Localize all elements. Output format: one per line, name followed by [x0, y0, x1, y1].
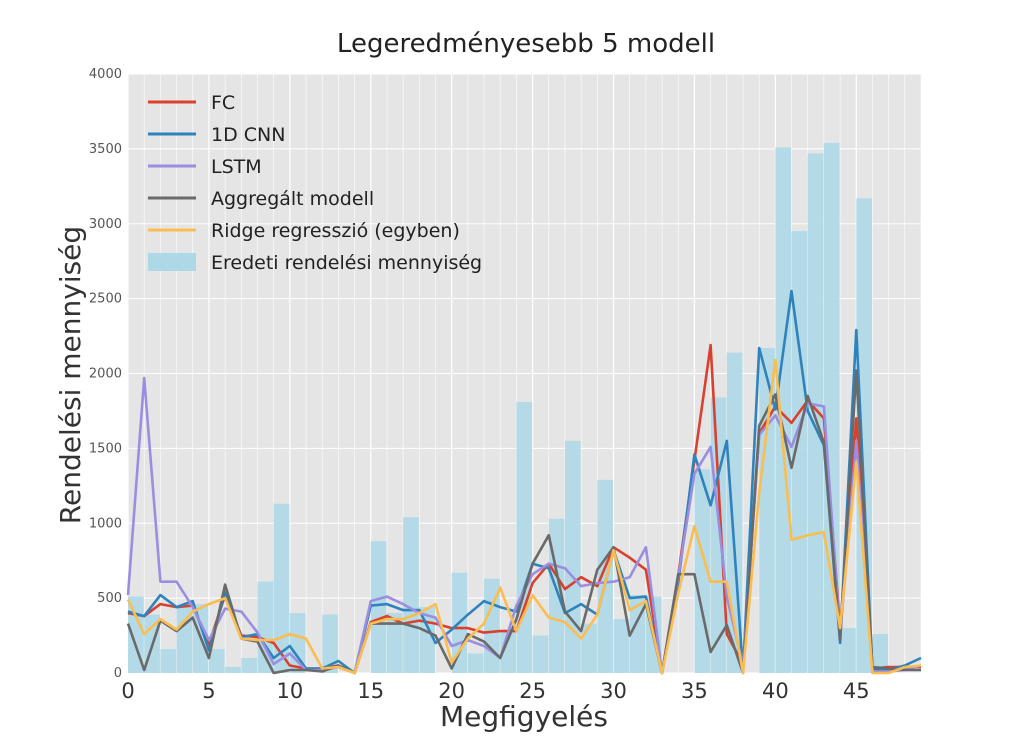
bar — [467, 653, 484, 673]
y-tick-label: 3500 — [89, 142, 122, 157]
y-tick-label: 0 — [114, 666, 122, 681]
bar — [208, 649, 225, 673]
legend: FC 1D CNN LSTM Aggregált modell Ridge regres… — [148, 92, 482, 274]
y-tick-label: 4000 — [89, 67, 122, 82]
x-axis-label: Megfigyelés — [440, 700, 608, 733]
bar — [273, 503, 290, 673]
x-tick-label: 40 — [762, 679, 789, 703]
y-tick-labels: 0 500 1000 1500 2000 2500 3000 3500 4000 — [89, 67, 122, 681]
bar — [386, 613, 403, 673]
series-line — [126, 369, 921, 675]
y-tick-label: 1000 — [89, 516, 122, 531]
bar-series — [128, 142, 889, 674]
x-tick-label: 20 — [438, 679, 465, 703]
y-tick-label: 3000 — [89, 217, 122, 232]
bar — [694, 469, 711, 673]
y-axis-label: Rendelési mennyiség — [54, 226, 87, 524]
bar — [791, 231, 808, 674]
x-tick-label: 15 — [357, 679, 384, 703]
bar — [823, 142, 840, 673]
bar — [581, 623, 597, 673]
legend-label: Eredeti rendelési mennyiség — [211, 252, 482, 274]
bar — [370, 541, 387, 673]
y-tick-label: 2500 — [89, 292, 122, 307]
line-series — [126, 289, 922, 675]
x-tick-label: 0 — [121, 679, 134, 703]
x-tick-label: 45 — [843, 679, 870, 703]
legend-label: Aggregált modell — [211, 188, 374, 210]
bar — [613, 619, 630, 673]
x-tick-label: 35 — [681, 679, 708, 703]
bar — [225, 667, 241, 673]
y-tick-label: 2000 — [89, 367, 122, 382]
bar — [710, 397, 727, 673]
legend-label: FC — [211, 92, 235, 114]
bar — [775, 147, 792, 673]
x-tick-label: 10 — [276, 679, 303, 703]
bar — [516, 401, 533, 673]
y-tick-label: 1500 — [89, 441, 122, 456]
bar — [807, 153, 824, 673]
bar — [872, 634, 889, 673]
series-line — [126, 358, 922, 675]
legend-label: LSTM — [211, 156, 262, 178]
bar — [597, 479, 614, 673]
bar — [532, 635, 549, 673]
legend-label: 1D CNN — [211, 124, 285, 146]
chart-title: Legeredményesebb 5 modell — [337, 29, 715, 59]
x-tick-labels: 0 5 10 15 20 25 30 35 40 45 — [121, 679, 869, 703]
bar — [564, 440, 581, 673]
y-tick-label: 500 — [97, 591, 122, 606]
x-tick-label: 25 — [519, 679, 546, 703]
bar — [241, 658, 257, 673]
bar — [403, 517, 419, 673]
bar — [160, 649, 177, 673]
bar — [840, 628, 856, 673]
legend-label: Ridge regresszió (egyben) — [211, 220, 460, 242]
bar — [322, 614, 338, 673]
legend-swatch — [148, 253, 196, 271]
x-tick-label: 30 — [600, 679, 627, 703]
x-tick-label: 5 — [202, 679, 215, 703]
